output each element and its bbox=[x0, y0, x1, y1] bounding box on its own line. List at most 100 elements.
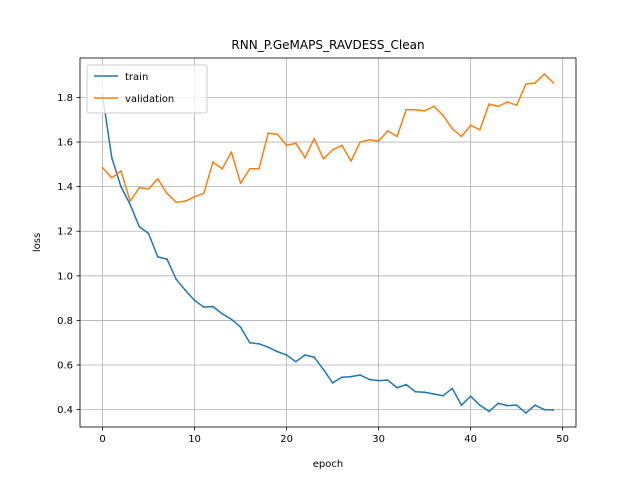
legend-box bbox=[86, 64, 208, 114]
validation-data-point bbox=[322, 157, 325, 160]
chart-title: RNN_P.GeMAPS_RAVDESS_Clean bbox=[231, 38, 424, 52]
train-data-point bbox=[258, 342, 260, 345]
train-data-point bbox=[184, 289, 187, 292]
train-data-point bbox=[423, 391, 426, 394]
validation-data-point bbox=[202, 192, 205, 195]
train-data-point bbox=[350, 375, 352, 378]
validation-data-point bbox=[386, 130, 389, 132]
validation-data-point bbox=[534, 82, 536, 84]
train-data-point bbox=[386, 379, 389, 382]
x-tick-label: 0 bbox=[99, 434, 105, 445]
train-data-point bbox=[221, 312, 224, 315]
validation-data-point bbox=[156, 177, 159, 180]
validation-data-point bbox=[405, 108, 408, 111]
train-data-point bbox=[488, 410, 490, 413]
train-data-point bbox=[524, 412, 527, 414]
y-tick-label: 1.2 bbox=[57, 227, 73, 238]
validation-data-point bbox=[442, 114, 444, 117]
validation-data-point bbox=[377, 140, 380, 142]
train-data-point bbox=[377, 379, 380, 382]
validation-data-point bbox=[304, 156, 306, 159]
validation-data-point bbox=[166, 192, 168, 195]
validation-data-point bbox=[258, 167, 260, 170]
validation-data-point bbox=[552, 82, 555, 84]
validation-data-point bbox=[239, 182, 242, 185]
train-data-point bbox=[515, 404, 518, 407]
train-data-point bbox=[212, 305, 214, 308]
y-tick-label: 1.8 bbox=[57, 93, 73, 104]
validation-data-point bbox=[248, 167, 251, 170]
validation-data-point bbox=[120, 170, 122, 172]
series-lines bbox=[101, 73, 555, 414]
y-tick-label: 0.4 bbox=[57, 405, 73, 416]
train-data-point bbox=[460, 404, 463, 407]
validation-data-point bbox=[451, 127, 454, 130]
grid-lines bbox=[80, 58, 576, 427]
validation-data-point bbox=[350, 160, 352, 162]
train-data-point bbox=[248, 341, 251, 344]
validation-data-point bbox=[515, 104, 518, 107]
train-data-point bbox=[156, 255, 159, 258]
validation-data-point bbox=[110, 176, 113, 179]
x-tick-label: 40 bbox=[464, 434, 477, 445]
validation-data-point bbox=[147, 187, 150, 190]
validation-data-point bbox=[423, 109, 426, 112]
validation-data-point bbox=[221, 167, 224, 170]
x-axis-label: epoch bbox=[313, 459, 343, 470]
train-series-line bbox=[101, 95, 554, 414]
train-data-point bbox=[147, 232, 150, 235]
validation-data-point bbox=[193, 195, 196, 198]
validation-data-point bbox=[129, 200, 132, 203]
x-tick-label: 50 bbox=[556, 434, 569, 445]
train-data-point bbox=[276, 350, 279, 353]
train-data-point bbox=[285, 354, 288, 356]
train-data-point bbox=[506, 404, 509, 407]
y-tick-label: 0.6 bbox=[57, 361, 73, 372]
train-data-point bbox=[239, 326, 242, 329]
validation-data-point bbox=[524, 83, 527, 85]
validation-data-point bbox=[175, 201, 178, 204]
train-data-point bbox=[331, 381, 334, 384]
validation-data-point bbox=[359, 141, 362, 143]
x-tick-label: 30 bbox=[372, 434, 385, 445]
validation-data-point bbox=[414, 108, 417, 111]
train-data-point bbox=[478, 404, 481, 407]
x-tick-label: 10 bbox=[188, 434, 201, 445]
validation-data-point bbox=[138, 186, 141, 189]
train-data-point bbox=[294, 360, 297, 363]
y-tick-label: 0.8 bbox=[57, 316, 73, 327]
train-data-point bbox=[120, 185, 122, 188]
train-data-point bbox=[129, 203, 132, 206]
train-data-point bbox=[110, 156, 113, 159]
train-data-point bbox=[405, 383, 408, 386]
train-data-point bbox=[313, 356, 316, 359]
x-tick-label: 20 bbox=[280, 434, 293, 445]
train-data-point bbox=[267, 346, 270, 349]
validation-data-point bbox=[294, 142, 297, 145]
validation-series-line bbox=[101, 73, 554, 204]
train-data-point bbox=[202, 306, 205, 308]
train-data-point bbox=[552, 409, 555, 411]
validation-data-point bbox=[432, 105, 435, 108]
train-data-point bbox=[442, 394, 444, 397]
train-data-point bbox=[543, 408, 546, 411]
train-data-point bbox=[340, 376, 343, 379]
validation-data-point bbox=[267, 132, 270, 135]
validation-data-point bbox=[285, 144, 288, 147]
train-data-point bbox=[396, 386, 398, 389]
y-axis-label: loss bbox=[32, 233, 43, 252]
train-data-point bbox=[230, 318, 233, 321]
validation-data-point bbox=[497, 105, 500, 108]
validation-data-point bbox=[212, 161, 214, 164]
validation-data-point bbox=[478, 128, 481, 131]
train-data-point bbox=[166, 258, 168, 261]
train-data-point bbox=[469, 395, 472, 398]
validation-data-point bbox=[543, 73, 546, 75]
train-data-point bbox=[304, 354, 306, 356]
train-data-point bbox=[497, 402, 500, 405]
validation-data-point bbox=[340, 144, 343, 147]
validation-data-point bbox=[396, 135, 398, 138]
y-tick-label: 1.4 bbox=[57, 182, 73, 193]
train-data-point bbox=[175, 278, 178, 281]
validation-data-point bbox=[368, 138, 371, 141]
